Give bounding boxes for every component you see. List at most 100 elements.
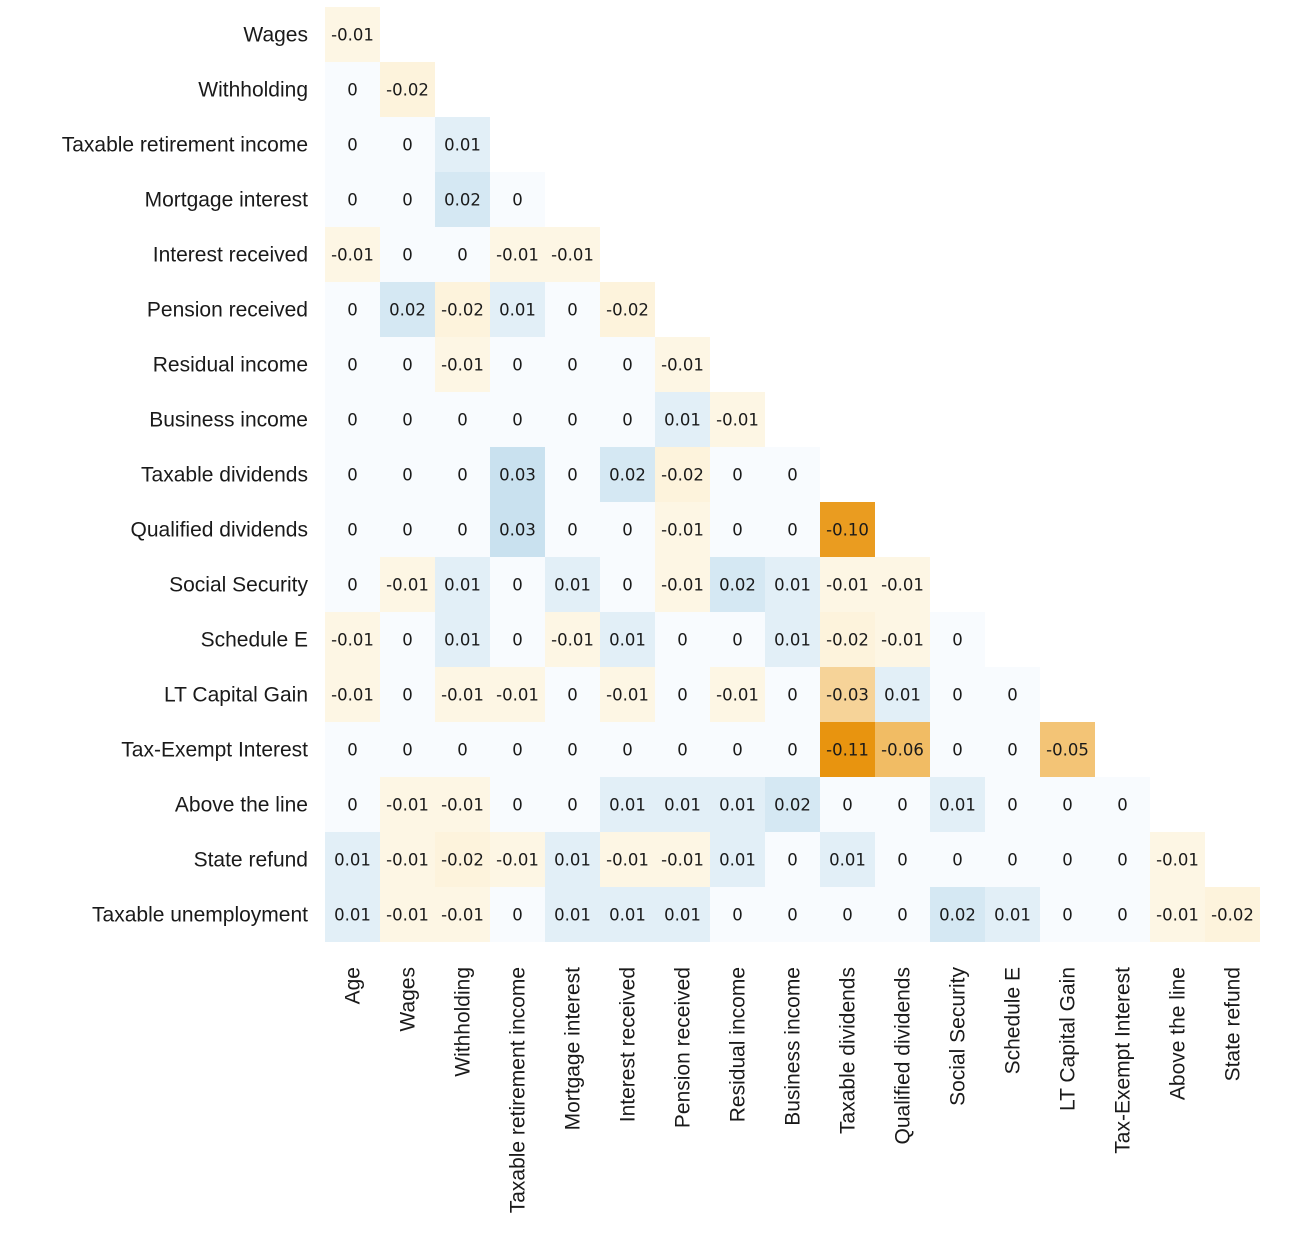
heatmap-cell xyxy=(435,447,490,502)
heatmap-cell xyxy=(1040,777,1095,832)
heatmap-cell xyxy=(820,722,875,777)
cell-value-label: 0 xyxy=(347,741,358,760)
cell-value-label: 0 xyxy=(512,906,523,925)
cell-value-label: 0 xyxy=(402,686,413,705)
cell-value-label: 0 xyxy=(732,741,743,760)
cell-value-label: 0 xyxy=(897,796,908,815)
cell-value-label: 0 xyxy=(787,521,798,540)
cell-value-label: 0 xyxy=(1062,906,1073,925)
cell-value-label: -0.01 xyxy=(441,906,484,925)
cell-value-label: 0 xyxy=(952,741,963,760)
row-label: Mortgage interest xyxy=(145,189,309,212)
cell-value-label: 0.01 xyxy=(444,631,481,650)
heatmap-cell xyxy=(600,392,655,447)
heatmap-cell xyxy=(545,557,600,612)
cell-value-label: -0.01 xyxy=(1156,906,1199,925)
heatmap-cell xyxy=(325,337,380,392)
cell-value-label: 0 xyxy=(402,191,413,210)
row-label: Taxable retirement income xyxy=(62,134,308,157)
cell-value-label: -0.01 xyxy=(881,576,924,595)
heatmap-cell xyxy=(545,282,600,337)
row-label: Wages xyxy=(243,24,308,47)
cell-value-label: 0 xyxy=(622,521,633,540)
cell-value-label: -0.01 xyxy=(551,246,594,265)
cell-value-label: -0.01 xyxy=(496,851,539,870)
cell-value-label: 0 xyxy=(402,466,413,485)
cell-value-label: 0.01 xyxy=(884,686,921,705)
cell-value-label: 0.02 xyxy=(939,906,976,925)
cell-value-label: -0.01 xyxy=(331,246,374,265)
row-labels: Wages Withholding Taxable retirement incom… xyxy=(62,24,309,927)
cell-value-label: 0.01 xyxy=(444,576,481,595)
heatmap-cell xyxy=(380,722,435,777)
heatmap-cell xyxy=(655,667,710,722)
cell-value-label: 0 xyxy=(402,631,413,650)
heatmap-cell xyxy=(985,722,1040,777)
heatmap-cell xyxy=(820,557,875,612)
heatmap-cell xyxy=(930,832,985,887)
heatmap-cell xyxy=(435,777,490,832)
cell-value-label: 0 xyxy=(622,356,633,375)
cell-value-label: 0.01 xyxy=(774,631,811,650)
row-label: Business income xyxy=(149,409,308,432)
heatmap-cell xyxy=(600,447,655,502)
cell-value-label: 0 xyxy=(402,136,413,155)
heatmap-cell xyxy=(710,777,765,832)
heatmap-cell xyxy=(490,667,545,722)
heatmap-cell xyxy=(765,502,820,557)
cell-value-label: 0.01 xyxy=(499,301,536,320)
heatmap-cell xyxy=(820,887,875,942)
cell-value-label: 0 xyxy=(952,686,963,705)
heatmap-cell xyxy=(875,832,930,887)
cell-value-label: 0 xyxy=(402,411,413,430)
heatmap-cell xyxy=(325,447,380,502)
cell-value-label: 0 xyxy=(512,796,523,815)
cell-value-label: 0 xyxy=(622,576,633,595)
cell-value-label: -0.01 xyxy=(331,631,374,650)
cell-value-label: 0 xyxy=(402,246,413,265)
cell-value-label: 0.03 xyxy=(499,521,536,540)
heatmap-cell xyxy=(655,777,710,832)
heatmap-cell xyxy=(380,227,435,282)
heatmap-cell xyxy=(325,392,380,447)
cell-value-label: 0 xyxy=(1007,686,1018,705)
heatmap-cell xyxy=(325,502,380,557)
cell-value-label: -0.02 xyxy=(826,631,869,650)
heatmap-cell xyxy=(765,667,820,722)
cell-value-label: 0.02 xyxy=(774,796,811,815)
cell-value-label: 0 xyxy=(1062,796,1073,815)
cell-value-label: 0.01 xyxy=(719,796,756,815)
cell-value-label: -0.01 xyxy=(441,686,484,705)
heatmap-cell xyxy=(600,502,655,557)
heatmap-cell xyxy=(655,557,710,612)
heatmap-cell xyxy=(380,557,435,612)
heatmap-cell xyxy=(930,612,985,667)
heatmap-cell xyxy=(1150,832,1205,887)
row-label: Taxable dividends xyxy=(141,464,308,487)
heatmap-cell xyxy=(490,887,545,942)
heatmap-cell xyxy=(600,667,655,722)
column-label: Taxable dividends xyxy=(837,967,860,1134)
cell-value-label: -0.01 xyxy=(551,631,594,650)
heatmap-cell xyxy=(380,887,435,942)
column-label: Interest received xyxy=(617,967,640,1122)
cell-value-label: 0.02 xyxy=(389,301,426,320)
column-label: Qualified dividends xyxy=(892,967,915,1144)
cell-value-label: 0 xyxy=(567,521,578,540)
heatmap-cell xyxy=(765,777,820,832)
heatmap-cell xyxy=(435,172,490,227)
row-label: Schedule E xyxy=(201,629,308,652)
cell-value-label: 0 xyxy=(567,356,578,375)
cell-value-label: 0 xyxy=(732,906,743,925)
column-label: Age xyxy=(342,967,365,1004)
heatmap-cell xyxy=(325,117,380,172)
cell-value-label: -0.01 xyxy=(661,356,704,375)
row-label: Interest received xyxy=(153,244,308,267)
heatmap-cell xyxy=(875,557,930,612)
cell-value-label: 0 xyxy=(787,851,798,870)
heatmap-cell xyxy=(875,722,930,777)
heatmap-cell xyxy=(930,722,985,777)
cell-value-label: -0.05 xyxy=(1046,741,1089,760)
heatmap-cell xyxy=(435,337,490,392)
cell-value-label: 0 xyxy=(567,301,578,320)
